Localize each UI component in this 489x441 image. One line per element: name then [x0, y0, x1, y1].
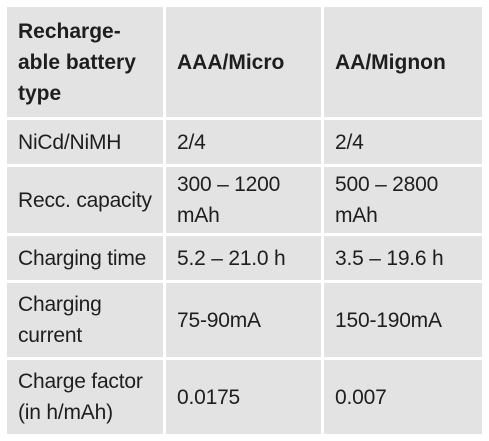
header-aa-mignon: AA/Mignon: [324, 7, 482, 120]
cell-capacity-aa: 500 – 2800 mAh: [324, 167, 482, 236]
header-battery-type: Recharge- able battery type: [7, 7, 166, 120]
cell-charge-factor-aa: 0.007: [324, 360, 482, 434]
cell-capacity-aaa: 300 – 1200 mAh: [166, 167, 324, 236]
row-label-charge-factor: Charge factor (in h/mAh): [7, 360, 166, 434]
row-label-capacity: Recc. capacity: [7, 167, 166, 236]
cell-charge-factor-aaa: 0.0175: [166, 360, 324, 434]
cell-charging-time-aaa: 5.2 – 21.0 h: [166, 236, 324, 283]
cell-charging-current-aaa: 75-90mA: [166, 283, 324, 360]
row-label-charging-current: Charging current: [7, 283, 166, 360]
table-grid: Recharge- able battery type AAA/Micro AA…: [7, 7, 482, 434]
row-label-nicd-nimh: NiCd/NiMH: [7, 120, 166, 167]
row-label-charging-time: Charging time: [7, 236, 166, 283]
cell-nicd-aaa: 2/4: [166, 120, 324, 167]
cell-nicd-aa: 2/4: [324, 120, 482, 167]
header-aaa-micro: AAA/Micro: [166, 7, 324, 120]
cell-charging-time-aa: 3.5 – 19.6 h: [324, 236, 482, 283]
cell-charging-current-aa: 150-190mA: [324, 283, 482, 360]
battery-specs-table: Recharge- able battery type AAA/Micro AA…: [7, 7, 482, 434]
